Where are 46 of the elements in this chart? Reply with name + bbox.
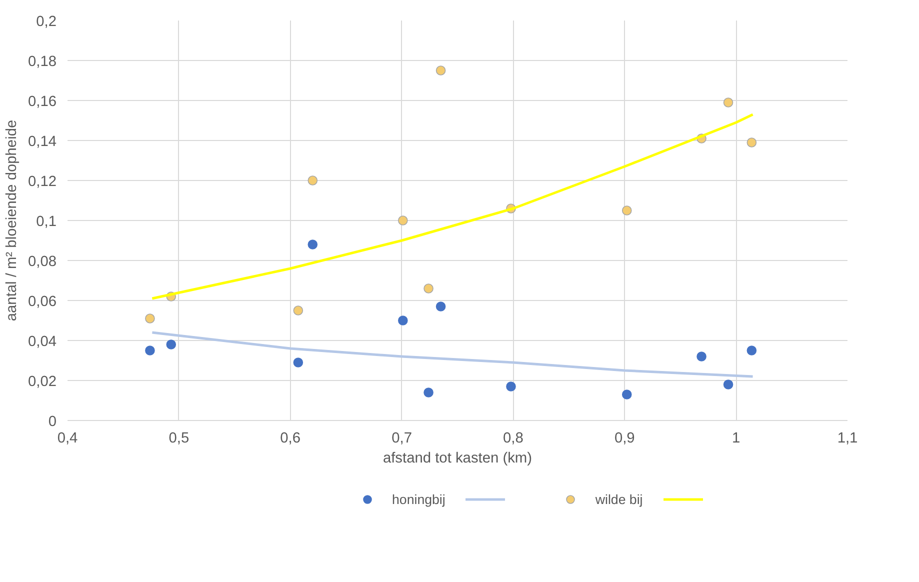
x-tick-label: 0,9	[614, 430, 635, 446]
y-tick-label: 0,02	[28, 374, 57, 390]
y-tick-label: 0,1	[36, 214, 56, 230]
point	[436, 302, 446, 312]
y-tick-label: 0,16	[28, 94, 57, 110]
line-series	[150, 331, 754, 378]
y-tick-label: 0,04	[28, 334, 57, 350]
point	[746, 346, 757, 356]
y-tick-label: 0,08	[28, 254, 57, 270]
point	[166, 340, 176, 350]
x-tick-label: 0,5	[168, 430, 190, 446]
line-series	[150, 113, 754, 300]
y-tick-label: 0	[48, 414, 57, 430]
point	[424, 284, 434, 294]
point	[622, 206, 632, 216]
point	[723, 98, 734, 108]
point	[308, 240, 318, 250]
y-tick-label: 0,2	[36, 14, 56, 30]
x-tick-label: 0,8	[503, 430, 524, 446]
point	[622, 390, 632, 400]
x-tick-label: 1	[732, 430, 740, 446]
point	[424, 388, 434, 398]
x-tick-label: 0,6	[280, 430, 301, 446]
y-tick-label: 0,06	[28, 294, 57, 310]
legend-label: honingbij	[392, 492, 446, 506]
point	[696, 352, 706, 362]
point	[506, 382, 516, 392]
x-tick-label: 1,1	[837, 430, 858, 446]
y-axis-title: aantal / m² bloeiende dopheide	[4, 120, 20, 322]
x-axis-title: afstand tot kasten (km)	[382, 450, 532, 466]
point	[398, 316, 408, 326]
point	[398, 216, 408, 226]
x-tick-label: 0,7	[392, 430, 412, 446]
point	[436, 66, 446, 76]
point	[293, 358, 304, 368]
point	[145, 346, 155, 356]
point	[746, 138, 757, 148]
y-tick-label: 0,14	[28, 134, 57, 150]
point	[723, 380, 734, 390]
y-tick-label: 0,18	[28, 54, 57, 70]
point	[293, 306, 304, 316]
x-tick-label: 0,4	[57, 430, 78, 446]
legend-label: wilde bij	[595, 492, 643, 506]
point	[145, 314, 155, 324]
point	[308, 176, 318, 186]
y-tick-label: 0,12	[28, 174, 57, 190]
